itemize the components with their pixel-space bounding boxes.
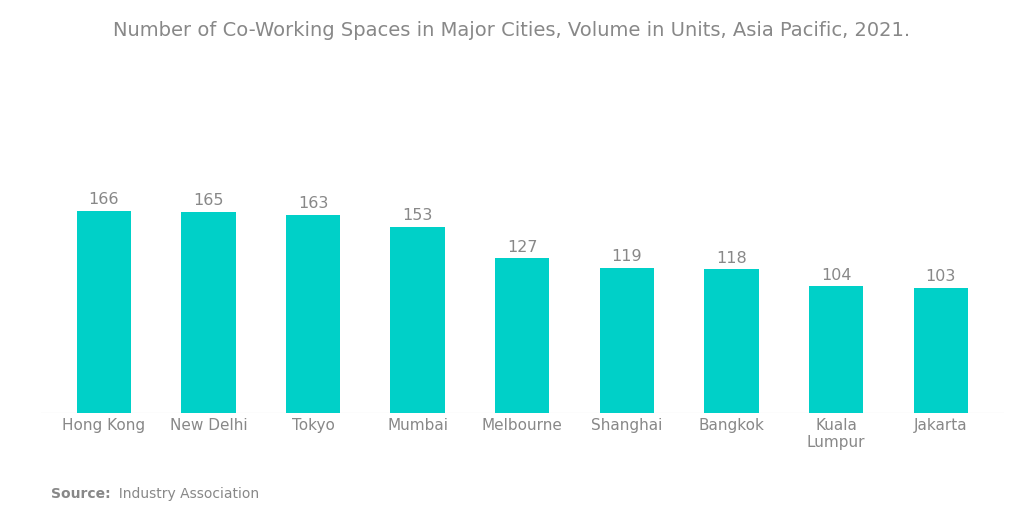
Text: 118: 118 [716, 251, 746, 266]
Text: Number of Co-Working Spaces in Major Cities, Volume in Units, Asia Pacific, 2021: Number of Co-Working Spaces in Major Cit… [114, 21, 910, 40]
Bar [495, 259, 550, 413]
Text: 103: 103 [926, 269, 956, 284]
Bar [600, 268, 654, 413]
Bar [77, 211, 131, 413]
Bar [286, 215, 340, 413]
Text: 163: 163 [298, 196, 328, 211]
Bar [705, 269, 759, 413]
Text: 127: 127 [507, 240, 538, 255]
Bar [913, 287, 968, 413]
Text: Source:: Source: [51, 487, 111, 501]
Bar [809, 286, 863, 413]
Text: 104: 104 [821, 268, 851, 283]
Text: 153: 153 [402, 208, 433, 223]
Bar [390, 227, 444, 413]
Text: 165: 165 [194, 194, 223, 208]
Bar [181, 212, 236, 413]
Text: 119: 119 [611, 249, 642, 264]
Text: 166: 166 [88, 192, 119, 207]
Text: Industry Association: Industry Association [110, 487, 259, 501]
